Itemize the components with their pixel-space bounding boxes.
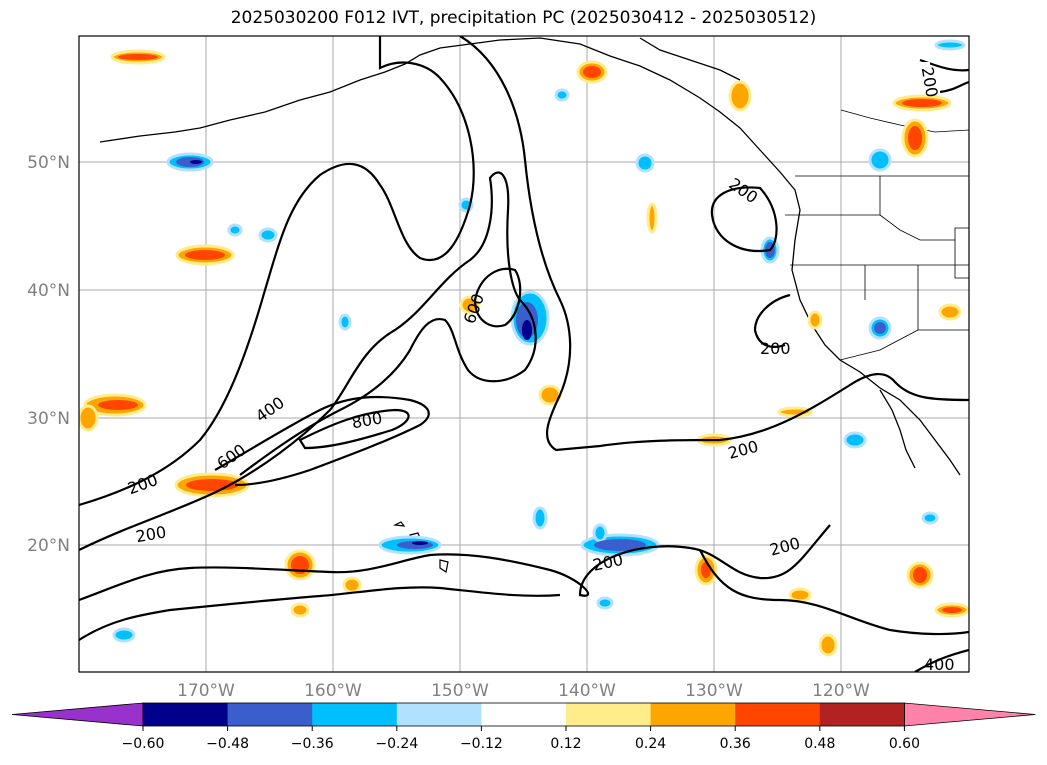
colorbar-tick-label: −0.24: [375, 736, 418, 752]
lon-label: 160°W: [304, 681, 362, 701]
colorbar-tick-label: 0.12: [550, 736, 581, 752]
colorbar-tick-label: −0.60: [122, 736, 165, 752]
lat-label: 30°N: [27, 409, 70, 429]
lat-label: 40°N: [27, 281, 70, 301]
colorbar-extend-max: [904, 702, 1036, 727]
colorbar-segment: [566, 703, 652, 726]
svg-text:200: 200: [760, 339, 791, 358]
colorbar-segment: [227, 703, 313, 726]
colorbar-tick-label: 0.24: [635, 736, 666, 752]
colorbar-segment: [650, 703, 736, 726]
colorbar-tick-label: −0.48: [206, 736, 249, 752]
ivt-contours: [79, 36, 969, 672]
svg-text:400: 400: [924, 655, 955, 674]
colorbar-segment: [143, 703, 229, 726]
colorbar-tick-label: −0.36: [291, 736, 334, 752]
map-title: 2025030200 F012 IVT, precipitation PC (2…: [230, 8, 817, 28]
colorbar-segment: [819, 703, 905, 726]
colorbar-frame: [142, 702, 905, 727]
colorbar-tick-label: 0.60: [889, 736, 920, 752]
colorbar-tick-label: 0.48: [804, 736, 835, 752]
lon-label: 170°W: [177, 681, 235, 701]
map-frame: [78, 35, 970, 673]
lat-label: 50°N: [27, 153, 70, 173]
lon-label: 120°W: [812, 681, 870, 701]
coastlines: [99, 37, 961, 476]
colorbar-tick-label: −0.12: [460, 736, 503, 752]
precipitation-positive: [79, 49, 969, 657]
graticule: [79, 36, 969, 672]
colorbar-tick-label: 0.36: [720, 736, 751, 752]
precipitation-negative: [112, 39, 966, 643]
colorbar-segment: [735, 703, 821, 726]
latitude-labels: 50°N 40°N 30°N 20°N: [27, 153, 70, 556]
lon-label: 140°W: [558, 681, 616, 701]
colorbar-segment: [481, 703, 567, 726]
map-area: [79, 36, 969, 672]
lat-label: 20°N: [27, 536, 70, 556]
colorbar: −0.60 −0.48 −0.36 −0.24 −0.12 0.12 0.24 0.36 0.4…: [11, 702, 1036, 752]
colorbar-segment: [312, 703, 398, 726]
longitude-labels: 170°W 160°W 150°W 140°W 130°W 120°W: [177, 681, 870, 701]
lon-label: 130°W: [685, 681, 743, 701]
political-borders: [785, 109, 969, 361]
lon-label: 150°W: [431, 681, 489, 701]
colorbar-segment: [396, 703, 482, 726]
colorbar-extend-min: [11, 702, 144, 727]
